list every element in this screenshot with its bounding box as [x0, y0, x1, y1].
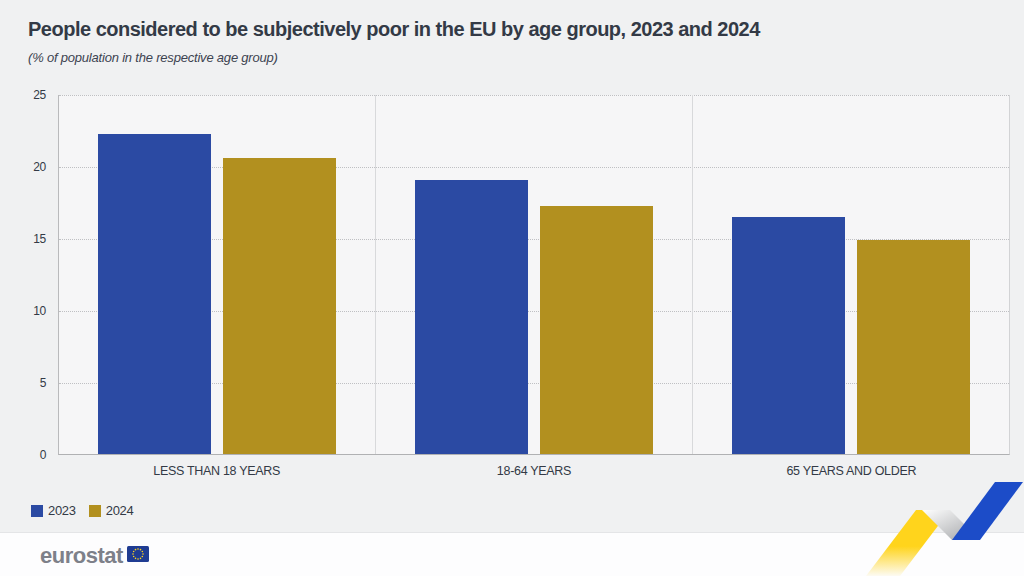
bar-2024-1 — [223, 158, 336, 454]
chart-subtitle: (% of population in the respective age g… — [28, 50, 278, 65]
y-tick-label-15: 15 — [14, 232, 46, 246]
legend-label-2024: 2024 — [106, 503, 134, 518]
bar-2023-2 — [415, 180, 528, 454]
y-tick-label-20: 20 — [14, 160, 46, 174]
ribbon-blue-band — [952, 482, 1023, 540]
bar-group-2 — [375, 95, 692, 454]
eu-flag-icon — [127, 546, 149, 566]
x-category-label-2: 18-64 YEARS — [375, 464, 692, 478]
bar-2023-3 — [732, 217, 845, 454]
bar-groups — [59, 95, 1009, 454]
chart-legend: 2023 2024 — [31, 503, 133, 518]
x-category-label-1: LESS THAN 18 YEARS — [58, 464, 375, 478]
chart-title: People considered to be subjectively poo… — [28, 18, 760, 41]
y-tick-label-0: 0 — [14, 448, 46, 462]
legend-swatch-2024 — [89, 505, 101, 517]
legend-swatch-2023 — [31, 505, 43, 517]
eurostat-arrow-ribbon-graphic — [850, 460, 1024, 576]
eurostat-chart-page: People considered to be subjectively poo… — [0, 0, 1024, 576]
bar-2024-2 — [540, 206, 653, 454]
y-tick-label-5: 5 — [14, 376, 46, 390]
legend-item-2024: 2024 — [89, 503, 134, 518]
bar-2024-3 — [857, 240, 970, 454]
bar-group-1 — [59, 95, 375, 454]
plot-area — [58, 95, 1010, 455]
y-tick-label-10: 10 — [14, 304, 46, 318]
y-tick-label-25: 25 — [14, 88, 46, 102]
bar-2023-1 — [98, 134, 211, 454]
legend-item-2023: 2023 — [31, 503, 76, 518]
legend-label-2023: 2023 — [48, 503, 76, 518]
bar-group-3 — [692, 95, 1009, 454]
eurostat-logo-text: eurostat — [40, 546, 123, 566]
eurostat-logo: eurostat — [40, 546, 149, 566]
